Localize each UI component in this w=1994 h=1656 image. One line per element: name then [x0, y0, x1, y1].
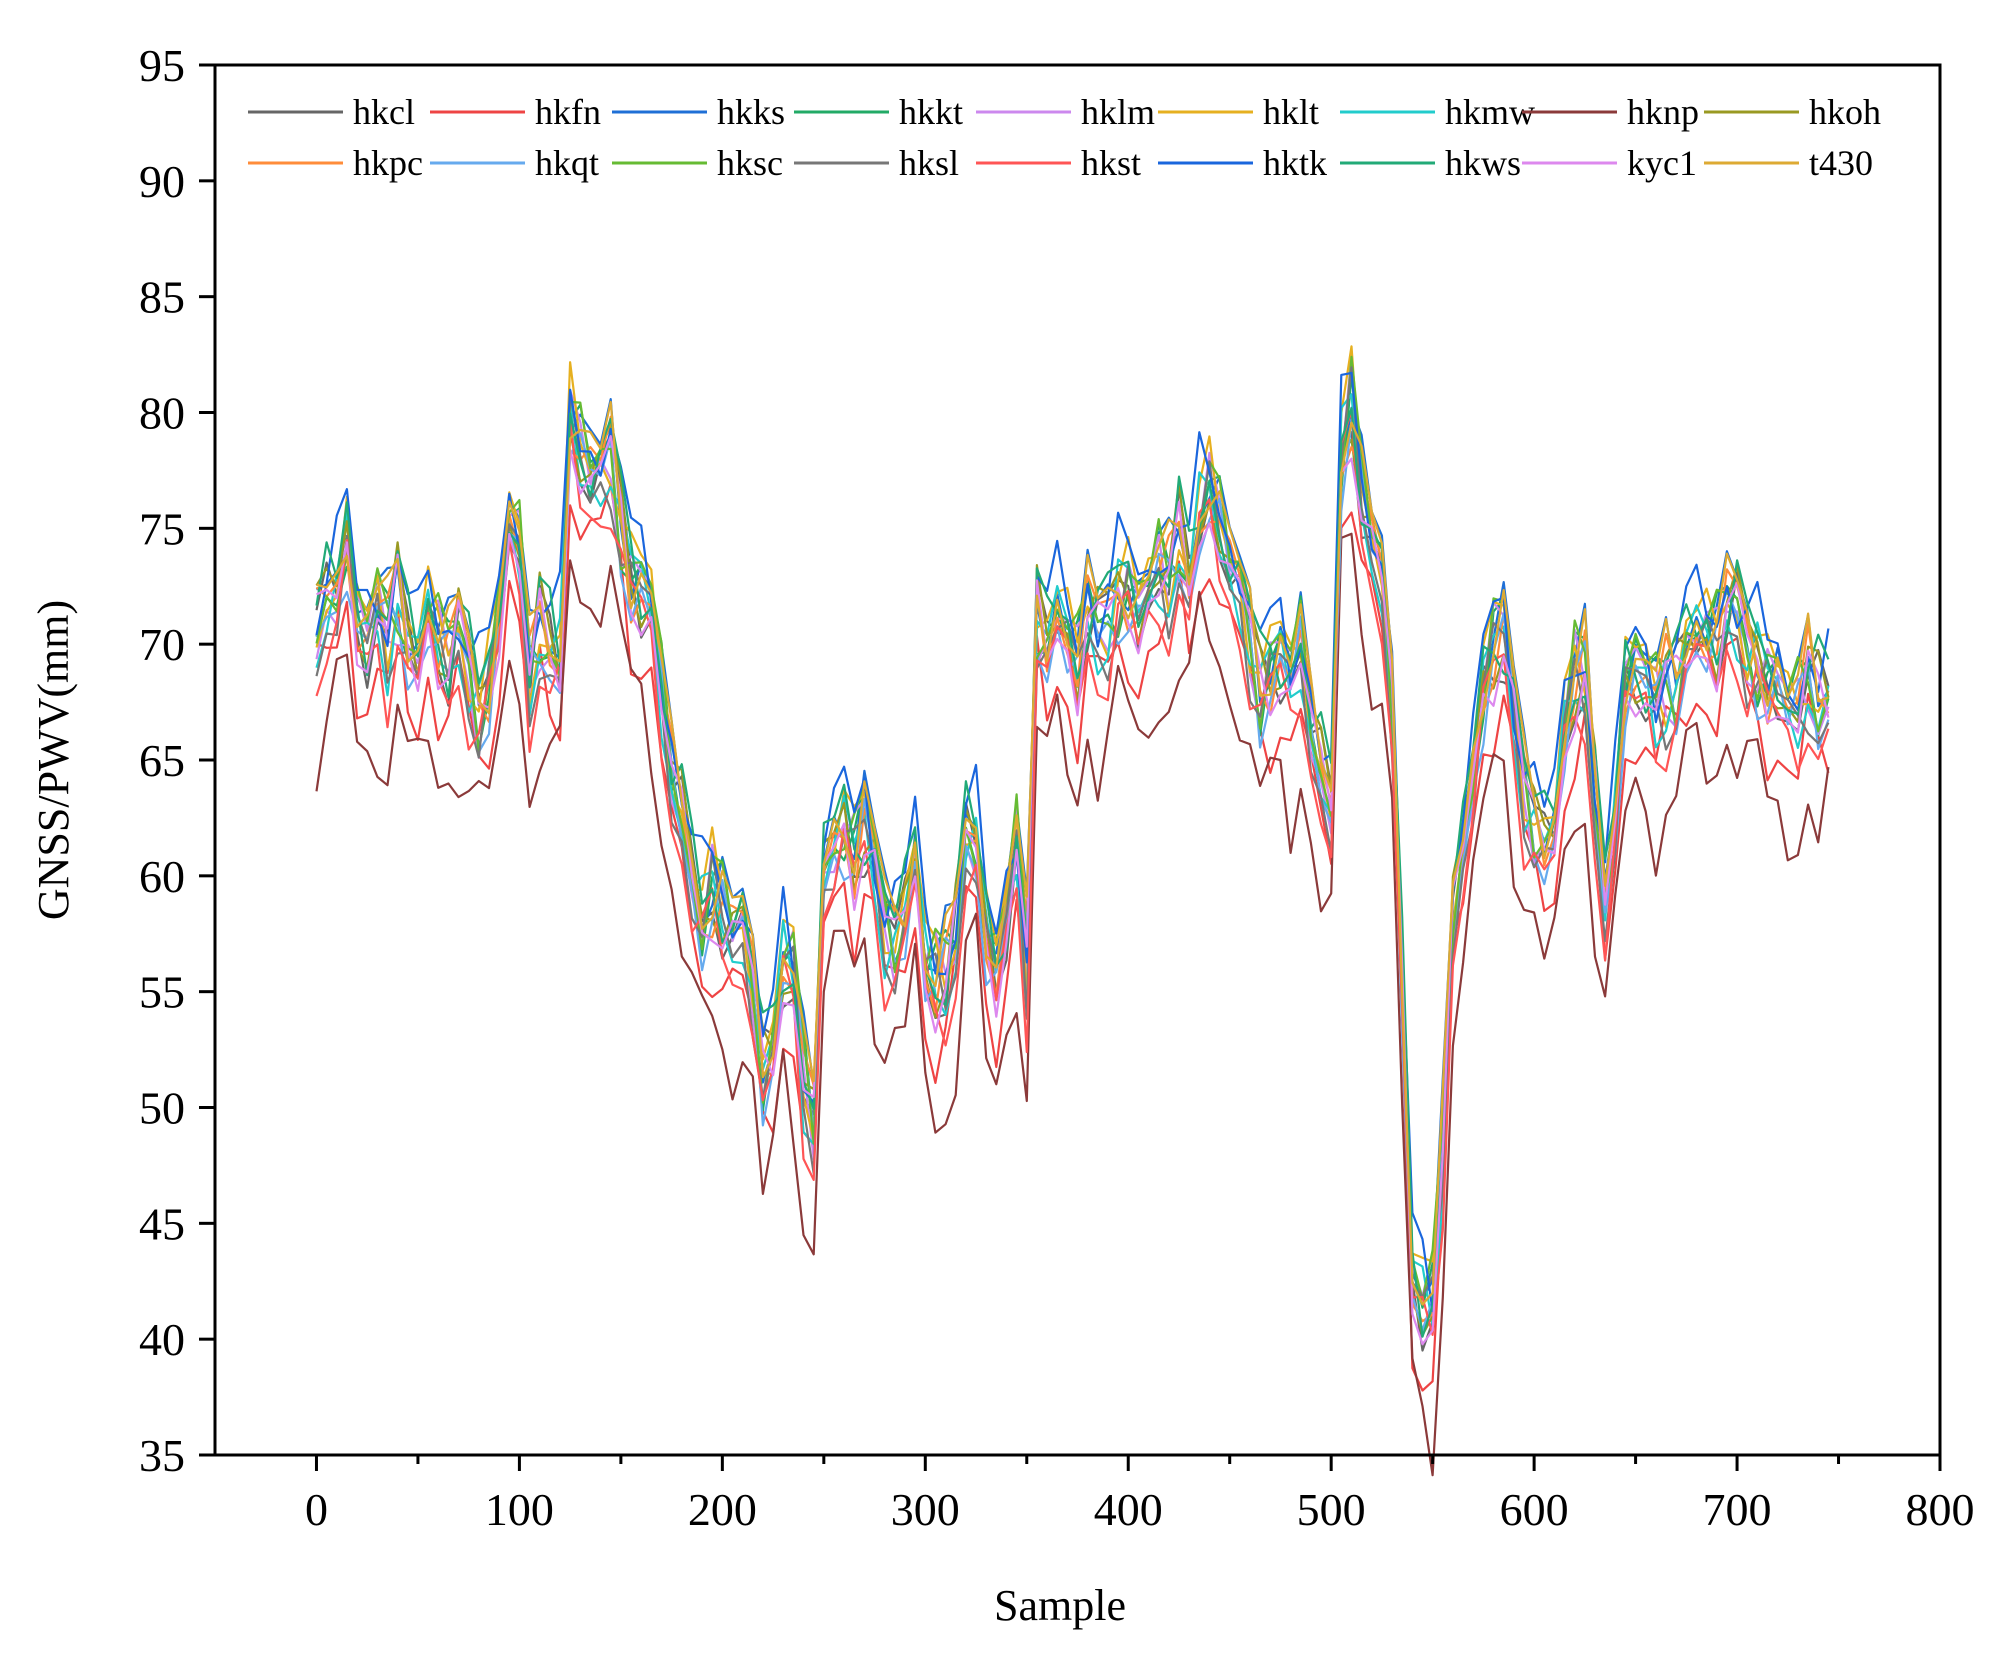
y-tick-label: 55	[139, 967, 185, 1018]
y-axis-label: GNSS/PWV(mm)	[29, 600, 78, 920]
y-tick-label: 65	[139, 735, 185, 786]
x-tick-label: 700	[1703, 1484, 1772, 1535]
legend-item-hknp: hknp	[1522, 92, 1699, 132]
legend-item-hklt: hklt	[1158, 92, 1319, 132]
x-tick-label: 500	[1297, 1484, 1366, 1535]
legend-label: hksl	[899, 143, 959, 183]
series-line-hkfn	[316, 483, 1830, 1392]
legend-label: hkfn	[535, 92, 601, 132]
series-layer	[315, 345, 1830, 1477]
legend-item-t430: t430	[1704, 143, 1873, 183]
legend-label: hkst	[1081, 143, 1141, 183]
legend-label: hktk	[1263, 143, 1327, 183]
legend-item-hkcl: hkcl	[248, 92, 415, 132]
x-axis-label: Sample	[994, 1581, 1126, 1630]
legend-label: kyc1	[1627, 143, 1697, 183]
legend-label: hkks	[717, 92, 785, 132]
x-tick-label: 300	[891, 1484, 960, 1535]
legend-label: hkmw	[1445, 92, 1535, 132]
y-tick-label: 90	[139, 156, 185, 207]
legend-label: hknp	[1627, 92, 1699, 132]
legend-label: hkoh	[1809, 92, 1881, 132]
legend-item-hklm: hklm	[976, 92, 1155, 132]
legend-item-hkst: hkst	[976, 143, 1141, 183]
legend-item-kyc1: kyc1	[1522, 143, 1697, 183]
legend-label: t430	[1809, 143, 1873, 183]
x-tick-label: 0	[305, 1484, 328, 1535]
y-tick-label: 70	[139, 619, 185, 670]
y-tick-label: 85	[139, 272, 185, 323]
y-tick-label: 80	[139, 388, 185, 439]
legend-label: hkqt	[535, 143, 599, 183]
legend-label: hkws	[1445, 143, 1521, 183]
y-tick-label: 45	[139, 1198, 185, 1249]
y-tick-label: 40	[139, 1314, 185, 1365]
y-tick-label: 75	[139, 503, 185, 554]
legend-label: hklm	[1081, 92, 1155, 132]
series-line-t430	[316, 400, 1829, 1306]
y-tick-label: 35	[139, 1430, 185, 1481]
y-tick-label: 95	[139, 40, 185, 91]
legend-item-hkkt: hkkt	[794, 92, 963, 132]
x-tick-label: 100	[485, 1484, 554, 1535]
x-tick-label: 600	[1500, 1484, 1569, 1535]
legend-item-hkfn: hkfn	[430, 92, 601, 132]
legend-item-hksc: hksc	[612, 143, 783, 183]
legend-label: hklt	[1263, 92, 1319, 132]
legend-item-hkqt: hkqt	[430, 143, 599, 183]
legend-item-hkks: hkks	[612, 92, 785, 132]
y-tick-label: 60	[139, 851, 185, 902]
series-line-hknp	[315, 532, 1830, 1477]
x-tick-label: 400	[1094, 1484, 1163, 1535]
legend-item-hkpc: hkpc	[248, 143, 423, 183]
legend-label: hkkt	[899, 92, 963, 132]
x-tick-label: 800	[1906, 1484, 1975, 1535]
legend-label: hkcl	[353, 92, 415, 132]
legend-item-hktk: hktk	[1158, 143, 1327, 183]
legend-label: hksc	[717, 143, 783, 183]
series-line-hktk	[315, 371, 1830, 1313]
legend-item-hkmw: hkmw	[1340, 92, 1535, 132]
axes-layer: 0 100 200 300 400 500 600 700 800 35 40 45 50 55 60 65 7…	[139, 40, 1975, 1535]
y-tick-label: 50	[139, 1083, 185, 1134]
legend-item-hksl: hksl	[794, 143, 959, 183]
legend: hkcl hkfn hkks hkkt hklm hklt hkmw hknp hkoh hkpc…	[248, 92, 1881, 183]
legend-item-hkws: hkws	[1340, 143, 1521, 183]
legend-label: hkpc	[353, 143, 423, 183]
x-tick-label: 200	[688, 1484, 757, 1535]
legend-item-hkoh: hkoh	[1704, 92, 1881, 132]
